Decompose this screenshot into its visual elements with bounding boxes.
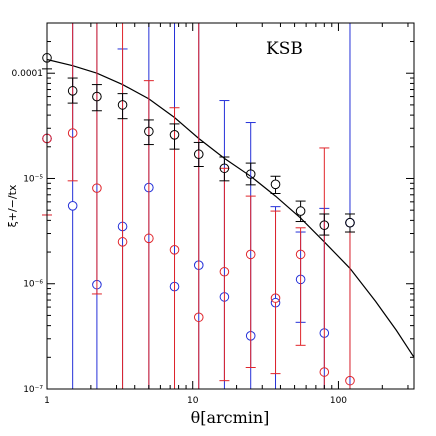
y-tick-label: 10⁻⁷: [23, 385, 43, 395]
data-point: [144, 126, 154, 137]
data-point: [245, 169, 256, 179]
y-tick-label: 10⁻⁵: [23, 174, 43, 184]
data-point: [245, 249, 256, 260]
data-point: [92, 183, 102, 193]
x-tick-label: 10: [187, 396, 199, 406]
x-tick-label: 100: [330, 396, 347, 406]
x-tick-label: 1: [44, 396, 50, 406]
data-point: [193, 149, 204, 160]
data-point: [319, 220, 330, 230]
data-point: [270, 293, 281, 303]
series-0: [42, 23, 355, 236]
y-axis-label: ξ+/−/tx: [6, 184, 19, 227]
data-point: [270, 179, 281, 190]
x-axis-label: θ[arcmin]: [191, 408, 270, 427]
data-point: [169, 130, 180, 140]
data-point: [345, 217, 355, 228]
ksb-annotation: KSB: [266, 39, 303, 59]
data-point: [219, 266, 230, 277]
series-1: [42, 23, 355, 389]
data-point: [117, 100, 128, 110]
plot-frame: [46, 22, 415, 390]
y-tick-label: 10⁻⁶: [23, 280, 43, 290]
data-point: [67, 86, 78, 96]
data-point: [219, 163, 230, 174]
data-point: [345, 375, 355, 386]
axis-ticks: 1 10 100 10⁻⁷ 10⁻⁶ 10⁻⁵ 0.0001: [12, 23, 414, 406]
data-point: [295, 249, 306, 260]
y-tick-label: 0.0001: [12, 69, 44, 79]
model-curve: [46, 58, 415, 358]
data-point: [67, 201, 78, 211]
series-2: [42, 23, 355, 389]
data-point: [92, 91, 102, 102]
data-point: [319, 367, 330, 377]
data-point: [169, 245, 180, 255]
data-point: [193, 312, 204, 323]
data-point: [144, 233, 154, 244]
data-point: [117, 237, 128, 247]
plot-data-layer: [42, 23, 415, 389]
data-point: [67, 128, 78, 138]
data-point: [295, 206, 306, 216]
